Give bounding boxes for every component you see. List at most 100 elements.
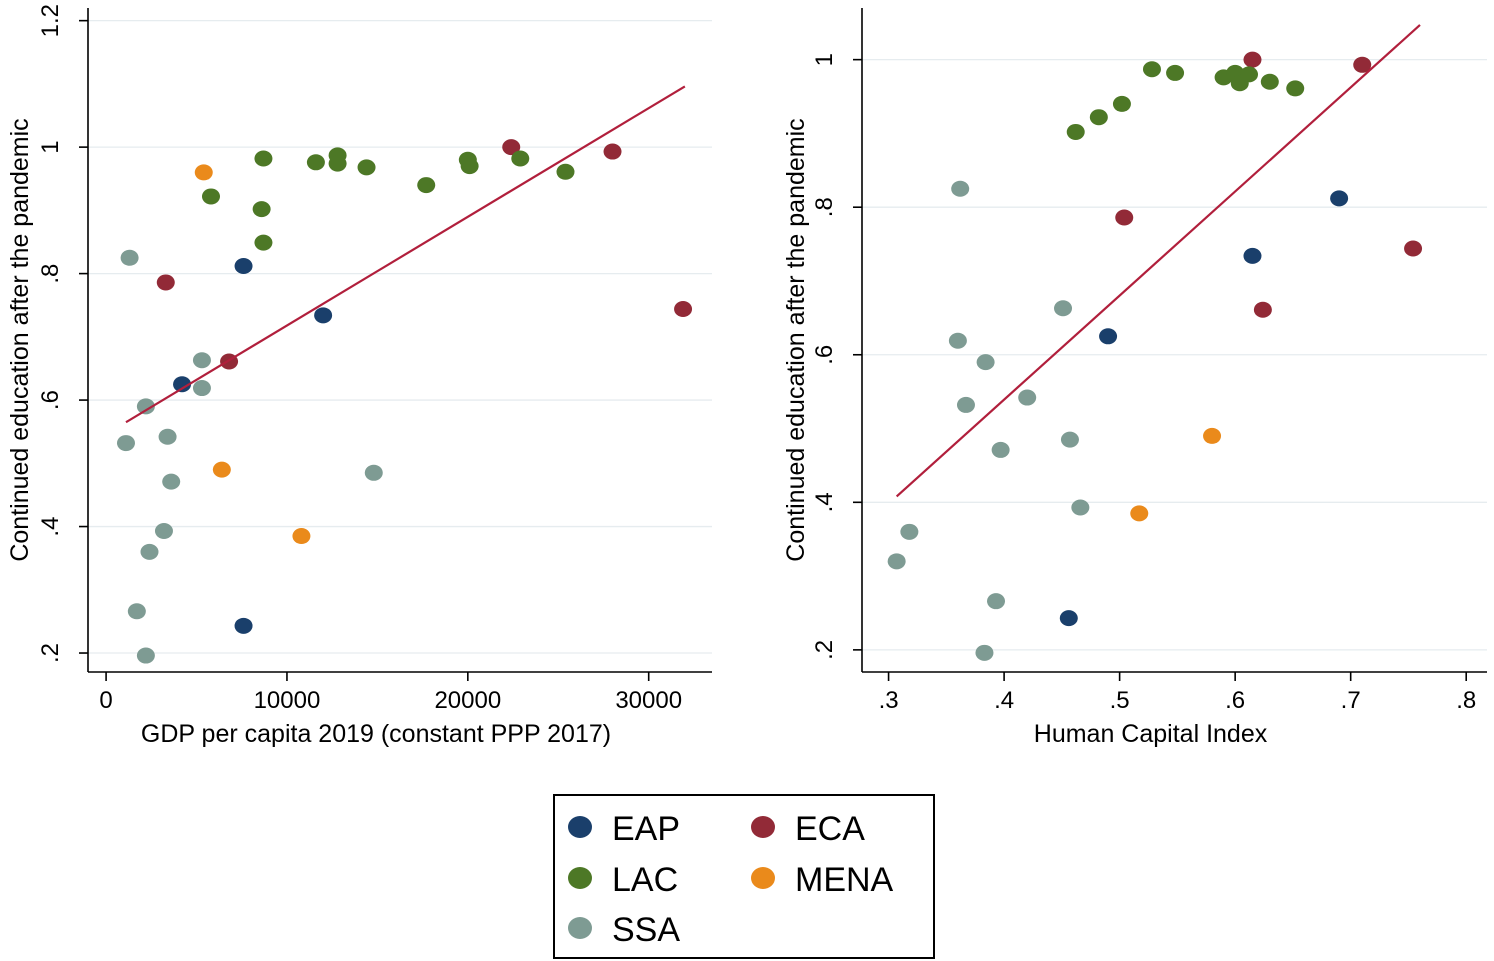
legend-label-eca: ECA [795, 810, 865, 848]
point-ssa [1071, 499, 1090, 516]
point-lac [1066, 123, 1085, 140]
legend-label-eap: EAP [612, 810, 680, 848]
point-ssa [162, 473, 181, 490]
y-tick-label: .8 [811, 197, 838, 217]
point-lac [1286, 80, 1305, 97]
point-lac [252, 201, 271, 218]
point-ssa [136, 647, 155, 664]
point-ssa [116, 435, 135, 452]
point-lac [556, 163, 575, 180]
point-lac [417, 177, 436, 194]
point-lac [328, 155, 347, 172]
legend-label-ssa: SSA [612, 911, 680, 949]
point-eap [1243, 247, 1262, 264]
point-ssa [975, 644, 994, 661]
x-tick-label: 0 [99, 687, 112, 714]
y-tick-label: .2 [37, 643, 64, 663]
point-ssa [956, 396, 975, 413]
point-lac [306, 154, 325, 171]
legend-marker-lac [568, 867, 592, 889]
point-ssa [887, 553, 906, 570]
point-eca [1353, 56, 1372, 73]
point-mena [212, 461, 231, 478]
point-eap [173, 376, 192, 393]
legend-label-lac: LAC [612, 861, 678, 899]
y-tick-label: .8 [37, 264, 64, 284]
y-tick-label: 1 [811, 53, 838, 66]
x-tick-label: .5 [1110, 687, 1130, 714]
legend-marker-eca [751, 816, 775, 838]
x-tick-label: 30000 [615, 687, 682, 714]
point-ssa [192, 380, 211, 397]
point-lac [201, 188, 220, 205]
point-lac [1166, 64, 1185, 81]
point-ssa [364, 464, 383, 481]
legend-marker-mena [751, 867, 775, 889]
x-axis-title: GDP per capita 2019 (constant PPP 2017) [141, 720, 611, 748]
point-lac [1142, 61, 1161, 78]
fitted-line [895, 24, 1421, 498]
y-axis-title: Continued education after the pandemic [6, 118, 34, 561]
x-tick-label: .7 [1341, 687, 1361, 714]
y-tick-label: .4 [37, 517, 64, 537]
point-eap [234, 617, 253, 634]
point-ssa [991, 441, 1010, 458]
point-ssa [120, 249, 139, 266]
x-tick-label: .3 [879, 687, 899, 714]
point-eca [674, 301, 693, 318]
x-axis-title: Human Capital Index [1034, 720, 1268, 748]
legend-marker-eap [568, 816, 592, 838]
point-eap [1099, 328, 1118, 345]
point-ssa [136, 398, 155, 415]
point-eca [1253, 301, 1272, 318]
point-ssa [158, 428, 177, 445]
point-eca [156, 274, 175, 291]
point-mena [1130, 505, 1149, 522]
point-ssa [951, 180, 970, 197]
point-eap [1330, 190, 1349, 207]
y-tick-label: .6 [811, 345, 838, 365]
point-mena [1203, 427, 1222, 444]
legend-box [553, 794, 935, 959]
point-ssa [1018, 389, 1037, 406]
legend-label-mena: MENA [795, 861, 894, 899]
y-tick-label: .4 [811, 492, 838, 512]
point-ssa [1054, 300, 1073, 317]
point-lac [254, 150, 273, 167]
fitted-line [125, 85, 686, 424]
x-tick-label: 10000 [254, 687, 321, 714]
point-ssa [192, 352, 211, 369]
y-tick-label: .6 [37, 390, 64, 410]
x-tick-label: .8 [1456, 687, 1476, 714]
point-ssa [140, 543, 159, 560]
point-eca [1404, 240, 1423, 257]
y-tick-label: 1 [37, 140, 64, 153]
point-ssa [976, 354, 995, 371]
point-mena [292, 528, 311, 545]
point-ssa [154, 522, 173, 539]
point-lac [1240, 66, 1259, 83]
x-tick-label: 20000 [434, 687, 501, 714]
legend-marker-ssa [568, 917, 592, 939]
y-axis-title: Continued education after the pandemic [782, 118, 810, 561]
point-eap [314, 307, 333, 324]
right-scatter-panel: .2 .4 .6 .8 1 .3 .4 .5 .6 .7 .8 Human Capital Index… [782, 8, 1487, 748]
point-eca [1243, 51, 1262, 68]
point-eca [502, 139, 521, 156]
point-lac [511, 150, 530, 167]
point-ssa [900, 523, 919, 540]
legend: EAP ECA LAC MENA SSA [553, 794, 935, 959]
point-lac [254, 234, 273, 251]
point-lac [460, 158, 479, 175]
point-ssa [1060, 431, 1079, 448]
point-eap [1059, 610, 1078, 627]
point-eca [1115, 209, 1134, 226]
y-tick-label: 1.2 [37, 4, 64, 37]
point-lac [357, 159, 376, 176]
point-ssa [987, 593, 1006, 610]
point-mena [194, 164, 213, 181]
point-eca [603, 143, 622, 160]
x-tick-label: .4 [994, 687, 1014, 714]
x-tick-label: .6 [1225, 687, 1245, 714]
